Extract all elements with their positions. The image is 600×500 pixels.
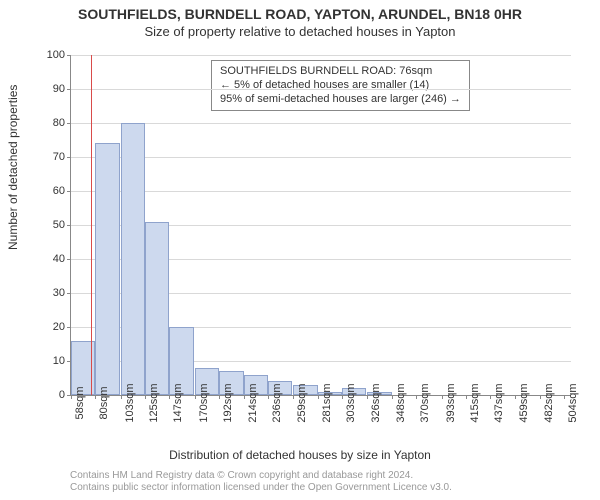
x-tick-label: 348sqm [395, 383, 407, 422]
x-tick [95, 395, 96, 399]
x-tick [71, 395, 72, 399]
y-tick [67, 225, 71, 226]
chart-title: SOUTHFIELDS, BURNDELL ROAD, YAPTON, ARUN… [0, 0, 600, 22]
legend-line-1: SOUTHFIELDS BURNDELL ROAD: 76sqm [220, 65, 461, 79]
x-tick [293, 395, 294, 399]
x-tick-label: 281sqm [321, 383, 333, 422]
gridline [71, 89, 571, 90]
x-tick [195, 395, 196, 399]
x-tick [367, 395, 368, 399]
y-tick-label: 30 [25, 287, 65, 299]
x-tick [244, 395, 245, 399]
x-tick-label: 459sqm [518, 383, 530, 422]
y-tick-label: 50 [25, 219, 65, 231]
x-tick [416, 395, 417, 399]
x-tick-label: 125sqm [148, 383, 160, 422]
x-tick [219, 395, 220, 399]
x-tick [490, 395, 491, 399]
x-tick [121, 395, 122, 399]
x-tick [145, 395, 146, 399]
x-tick-label: 437sqm [493, 383, 505, 422]
y-tick-label: 80 [25, 117, 65, 129]
x-tick-label: 303sqm [345, 383, 357, 422]
y-tick-label: 0 [25, 389, 65, 401]
x-tick-label: 147sqm [172, 383, 184, 422]
x-tick [342, 395, 343, 399]
x-tick-label: 482sqm [543, 383, 555, 422]
x-tick-label: 236sqm [271, 383, 283, 422]
gridline [71, 157, 571, 158]
chart-subtitle: Size of property relative to detached ho… [0, 22, 600, 39]
y-tick-label: 70 [25, 151, 65, 163]
gridline [71, 55, 571, 56]
x-tick-label: 370sqm [419, 383, 431, 422]
y-tick [67, 55, 71, 56]
y-tick-label: 40 [25, 253, 65, 265]
x-tick-label: 103sqm [124, 383, 136, 422]
y-tick [67, 191, 71, 192]
reference-line [91, 55, 92, 395]
y-tick [67, 157, 71, 158]
x-tick [392, 395, 393, 399]
histogram-bar [121, 123, 145, 395]
x-tick [268, 395, 269, 399]
x-tick-label: 504sqm [567, 383, 579, 422]
x-tick-label: 170sqm [198, 383, 210, 422]
gridline [71, 191, 571, 192]
footer-line-2: Contains public sector information licen… [70, 482, 452, 494]
chart-container: { "title": "SOUTHFIELDS, BURNDELL ROAD, … [0, 0, 600, 500]
x-axis-label: Distribution of detached houses by size … [0, 448, 600, 462]
x-tick-label: 58sqm [74, 386, 86, 419]
gridline [71, 123, 571, 124]
histogram-bar [95, 143, 119, 395]
legend-box: SOUTHFIELDS BURNDELL ROAD: 76sqm ← 5% of… [211, 60, 470, 111]
y-tick [67, 123, 71, 124]
y-tick-label: 90 [25, 83, 65, 95]
x-tick-label: 214sqm [247, 383, 259, 422]
y-tick [67, 259, 71, 260]
y-tick [67, 327, 71, 328]
x-tick-label: 393sqm [445, 383, 457, 422]
y-tick [67, 89, 71, 90]
footer-text: Contains HM Land Registry data © Crown c… [70, 470, 452, 494]
legend-line-3: 95% of semi-detached houses are larger (… [220, 93, 461, 107]
y-tick-label: 60 [25, 185, 65, 197]
x-tick-label: 80sqm [98, 386, 110, 419]
legend-line-2: ← 5% of detached houses are smaller (14) [220, 79, 461, 93]
plot-area: SOUTHFIELDS BURNDELL ROAD: 76sqm ← 5% of… [70, 55, 571, 396]
x-tick-label: 326sqm [370, 383, 382, 422]
y-tick-label: 100 [25, 49, 65, 61]
x-tick [466, 395, 467, 399]
x-tick [442, 395, 443, 399]
x-tick [515, 395, 516, 399]
y-axis-label: Number of detached properties [6, 85, 20, 250]
x-tick [540, 395, 541, 399]
footer-line-1: Contains HM Land Registry data © Crown c… [70, 470, 452, 482]
x-tick-label: 259sqm [296, 383, 308, 422]
x-tick-label: 415sqm [469, 383, 481, 422]
x-tick [318, 395, 319, 399]
y-tick [67, 293, 71, 294]
y-tick-label: 20 [25, 321, 65, 333]
x-tick [564, 395, 565, 399]
y-tick-label: 10 [25, 355, 65, 367]
histogram-bar [145, 222, 169, 395]
x-tick-label: 192sqm [222, 383, 234, 422]
x-tick [169, 395, 170, 399]
